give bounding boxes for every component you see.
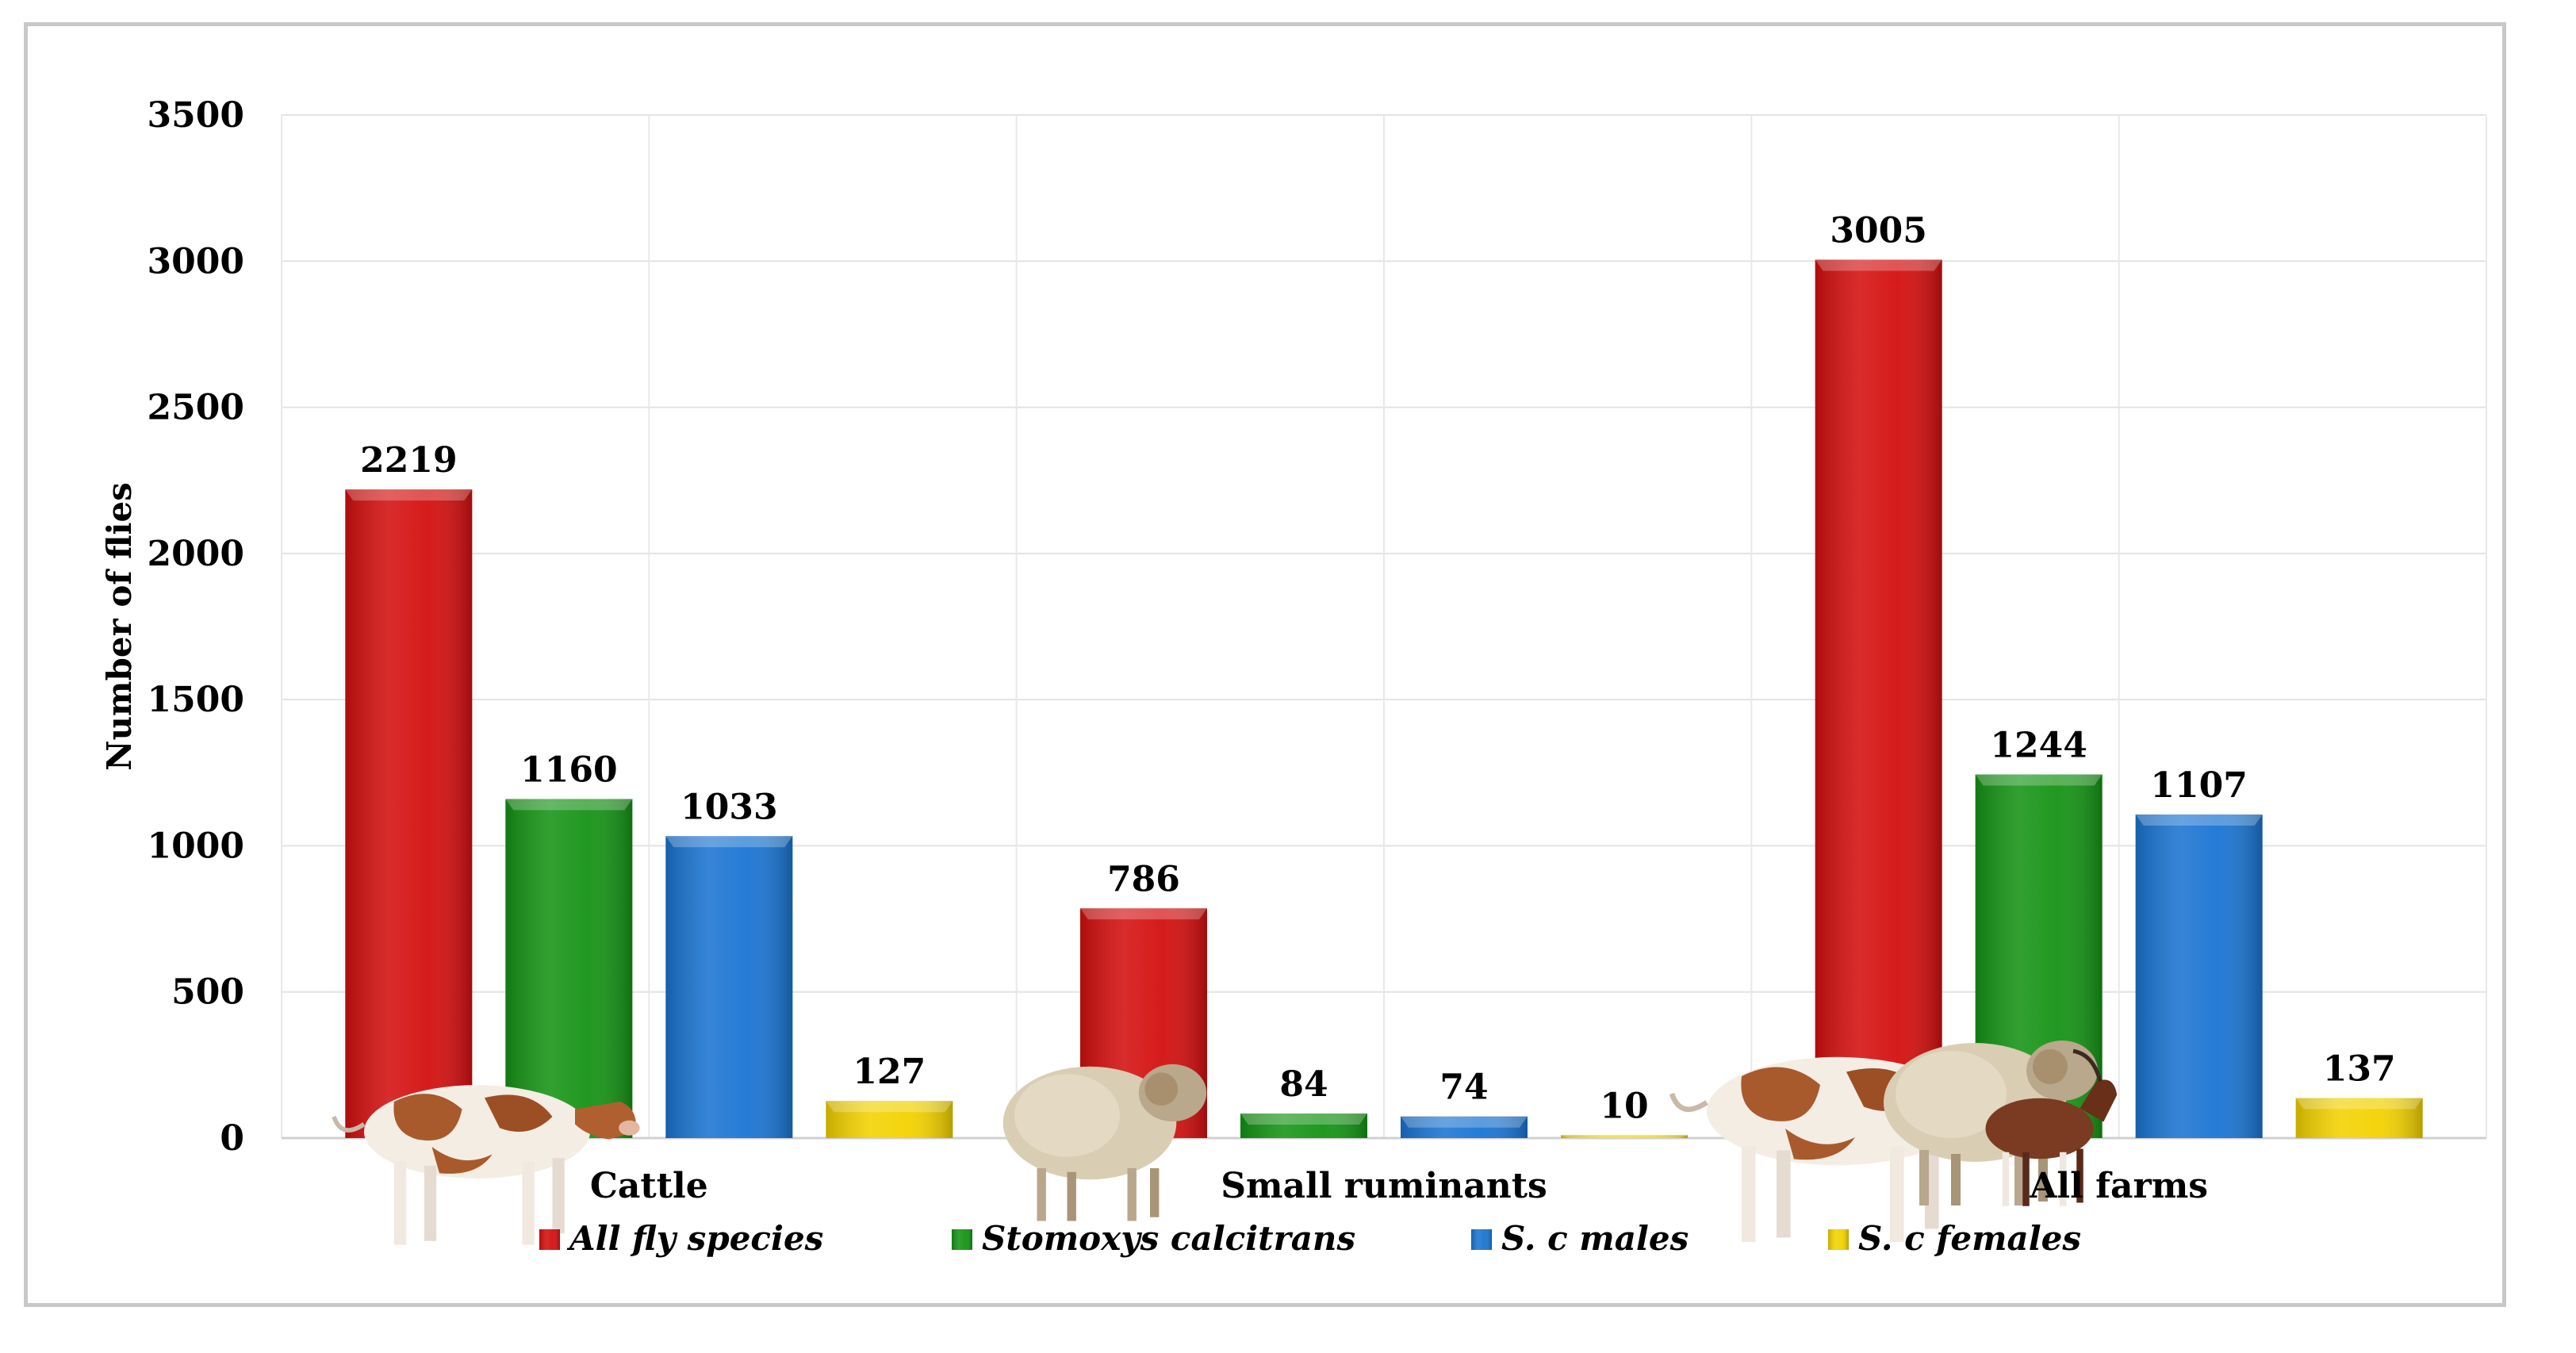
x-category-label: Small ruminants bbox=[1221, 1166, 1547, 1206]
sheep-icon bbox=[1002, 1064, 1207, 1221]
y-axis-ticks: 0 500 1000 1500 2000 2500 3000 3500 bbox=[148, 95, 244, 1159]
bar-shading bbox=[505, 799, 633, 1138]
bar-shading bbox=[2135, 814, 2263, 1138]
legend-label: All fly species bbox=[566, 1219, 823, 1258]
data-label: 786 bbox=[1107, 859, 1180, 899]
bar-shading bbox=[665, 836, 793, 1138]
bar-bevel bbox=[1815, 259, 1942, 271]
legend-label: S. c males bbox=[1501, 1219, 1689, 1258]
y-tick-label: 2000 bbox=[148, 534, 244, 574]
data-label: 1160 bbox=[520, 749, 617, 790]
data-label: 10 bbox=[1600, 1086, 1648, 1126]
legend-label: S. c females bbox=[1858, 1219, 2081, 1258]
legend: All fly species Stomoxys calcitrans S. c m… bbox=[539, 1219, 2081, 1258]
y-tick-label: 0 bbox=[220, 1118, 244, 1159]
x-category-label: Cattle bbox=[590, 1166, 708, 1206]
y-tick-label: 3500 bbox=[148, 95, 244, 136]
cow-icon bbox=[332, 1085, 640, 1245]
gridlines bbox=[281, 114, 2487, 1140]
bar-bevel bbox=[1401, 1116, 1528, 1128]
data-label: 3005 bbox=[1830, 210, 1926, 251]
bar-bevel bbox=[665, 836, 793, 848]
bar-bevel bbox=[2135, 814, 2263, 826]
y-tick-label: 1500 bbox=[148, 680, 244, 720]
data-label: 1244 bbox=[1990, 725, 2087, 765]
category-labels: Cattle Small ruminants All farms bbox=[590, 1166, 2208, 1206]
bar-bevel bbox=[826, 1101, 953, 1113]
bar-bevel bbox=[1561, 1135, 1688, 1138]
y-axis-label: Number of flies bbox=[100, 482, 139, 771]
data-label: 2219 bbox=[360, 440, 457, 481]
legend-swatch-shading bbox=[1471, 1229, 1492, 1250]
y-tick-label: 3000 bbox=[148, 241, 244, 282]
legend-swatch-shading bbox=[539, 1229, 560, 1250]
goat-icon bbox=[1985, 1048, 2118, 1206]
data-label: 74 bbox=[1439, 1067, 1488, 1108]
x-category-label: All farms bbox=[2029, 1166, 2208, 1206]
data-label: 127 bbox=[853, 1052, 926, 1092]
bar-bevel bbox=[505, 799, 633, 811]
bar-bevel bbox=[1080, 908, 1207, 920]
bar-bevel bbox=[1240, 1113, 1367, 1125]
bar-shading bbox=[345, 489, 473, 1138]
bar-shading bbox=[1240, 1113, 1367, 1138]
legend-swatch-shading bbox=[1828, 1229, 1849, 1250]
data-label: 84 bbox=[1279, 1064, 1328, 1105]
bar-shading bbox=[1815, 259, 1942, 1138]
bars: 2219 1160 1033 127 786 84 74 10 3005 1244 1107 137 bbox=[345, 210, 2423, 1138]
bar-shading bbox=[1561, 1135, 1688, 1138]
y-tick-label: 2500 bbox=[148, 388, 244, 428]
y-tick-label: 500 bbox=[171, 972, 244, 1013]
data-label: 137 bbox=[2323, 1049, 2396, 1090]
legend-label: Stomoxys calcitrans bbox=[982, 1219, 1355, 1258]
bar-bevel bbox=[345, 489, 473, 501]
bar-shading bbox=[2295, 1098, 2423, 1138]
bar-bevel bbox=[1975, 774, 2103, 786]
bar-shading bbox=[826, 1101, 953, 1138]
legend-swatch-shading bbox=[952, 1229, 972, 1250]
bar-shading bbox=[1401, 1116, 1528, 1138]
animal-illustrations bbox=[332, 1041, 2118, 1245]
data-label: 1107 bbox=[2150, 765, 2247, 806]
y-tick-label: 1000 bbox=[148, 826, 244, 866]
bar-bevel bbox=[2295, 1098, 2423, 1110]
data-label: 1033 bbox=[680, 787, 777, 827]
